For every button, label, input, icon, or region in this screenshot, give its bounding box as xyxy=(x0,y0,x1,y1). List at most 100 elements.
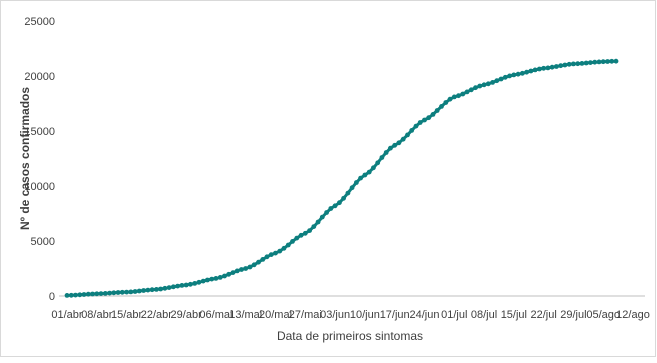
data-point xyxy=(234,268,240,274)
data-point xyxy=(73,292,78,298)
data-point xyxy=(371,165,376,171)
data-point xyxy=(605,59,610,64)
y-tick-label: 10000 xyxy=(24,181,55,193)
data-point xyxy=(460,91,466,97)
x-axis-ticks: 01/abr08/abr15/abr22/abr29/abr06/mai13/m… xyxy=(51,309,649,321)
data-point xyxy=(490,80,495,85)
data-point xyxy=(111,290,117,296)
x-tick-label: 29/abr xyxy=(171,309,203,321)
data-point xyxy=(158,286,164,292)
data-point xyxy=(90,291,95,297)
data-point xyxy=(502,74,508,80)
data-point xyxy=(239,267,244,272)
data-point xyxy=(485,81,491,87)
data-point xyxy=(302,230,308,236)
data-point xyxy=(426,115,432,121)
data-point xyxy=(392,142,398,148)
data-point xyxy=(332,203,338,209)
data-point xyxy=(251,262,257,268)
data-point xyxy=(396,140,402,146)
data-point xyxy=(68,292,74,298)
x-tick-label: 29/jul xyxy=(560,309,586,321)
data-point xyxy=(345,190,351,196)
data-point xyxy=(64,293,70,298)
data-point xyxy=(141,288,147,293)
data-point xyxy=(307,228,312,234)
data-point xyxy=(107,290,112,296)
data-point xyxy=(609,58,615,64)
data-point xyxy=(562,62,568,68)
data-point xyxy=(264,254,270,260)
x-tick-label: 08/jul xyxy=(471,309,497,321)
data-point xyxy=(422,117,427,123)
x-tick-label: 27/mai xyxy=(289,309,322,321)
data-point xyxy=(311,224,317,230)
data-point xyxy=(354,180,359,185)
data-point xyxy=(528,68,534,74)
data-point xyxy=(196,279,202,285)
data-point xyxy=(290,239,295,244)
data-point xyxy=(524,69,529,75)
data-point xyxy=(213,276,219,281)
data-point xyxy=(243,266,249,271)
data-point xyxy=(85,291,91,297)
data-point xyxy=(162,285,168,291)
data-point xyxy=(417,120,423,125)
data-point xyxy=(273,250,278,256)
data-point xyxy=(451,94,457,100)
data-point xyxy=(413,123,419,129)
data-point xyxy=(430,112,436,117)
data-point xyxy=(171,284,176,290)
data-point xyxy=(200,278,206,284)
data-point xyxy=(366,169,372,175)
data-point xyxy=(119,289,125,295)
data-point xyxy=(349,185,355,191)
data-point xyxy=(498,76,504,82)
data-point xyxy=(375,160,381,166)
data-point xyxy=(481,82,487,88)
data-point xyxy=(136,288,142,294)
data-point xyxy=(383,150,389,155)
data-point xyxy=(81,292,87,297)
data-point xyxy=(247,264,253,270)
data-point xyxy=(260,257,266,262)
x-tick-label: 01/abr xyxy=(51,309,83,321)
data-point xyxy=(613,58,619,64)
data-point xyxy=(583,60,589,66)
data-point xyxy=(281,245,287,251)
data-point xyxy=(337,200,342,206)
x-tick-label: 12/ago xyxy=(616,309,650,321)
y-tick-label: 25000 xyxy=(24,16,55,28)
x-tick-label: 15/abr xyxy=(111,309,143,321)
data-point xyxy=(132,289,138,294)
data-point xyxy=(541,65,546,71)
data-point xyxy=(149,287,155,293)
data-point xyxy=(468,87,474,93)
data-point xyxy=(209,276,215,282)
data-point xyxy=(566,61,572,67)
data-point xyxy=(341,195,346,201)
data-point xyxy=(175,283,181,289)
data-point xyxy=(439,104,444,109)
data-point xyxy=(400,136,406,142)
data-point xyxy=(554,64,559,69)
x-tick-label: 15/jul xyxy=(501,309,527,321)
y-tick-label: 15000 xyxy=(24,126,55,138)
data-point xyxy=(154,287,159,292)
data-point xyxy=(596,59,602,65)
data-point xyxy=(520,70,525,76)
data-point xyxy=(115,290,121,295)
data-point xyxy=(600,59,606,65)
x-tick-label: 08/abr xyxy=(81,309,113,321)
data-point xyxy=(477,83,483,89)
x-tick-label: 05/ago xyxy=(586,309,620,321)
data-point xyxy=(298,232,304,238)
data-point xyxy=(192,281,198,286)
data-point xyxy=(592,59,598,65)
data-point xyxy=(494,78,500,84)
data-point xyxy=(532,67,538,73)
data-point xyxy=(256,259,261,265)
data-point xyxy=(358,175,363,181)
